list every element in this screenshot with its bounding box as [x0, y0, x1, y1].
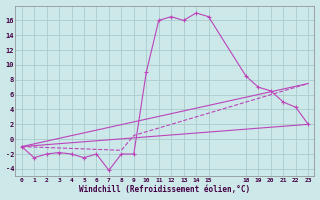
- X-axis label: Windchill (Refroidissement éolien,°C): Windchill (Refroidissement éolien,°C): [79, 185, 251, 194]
